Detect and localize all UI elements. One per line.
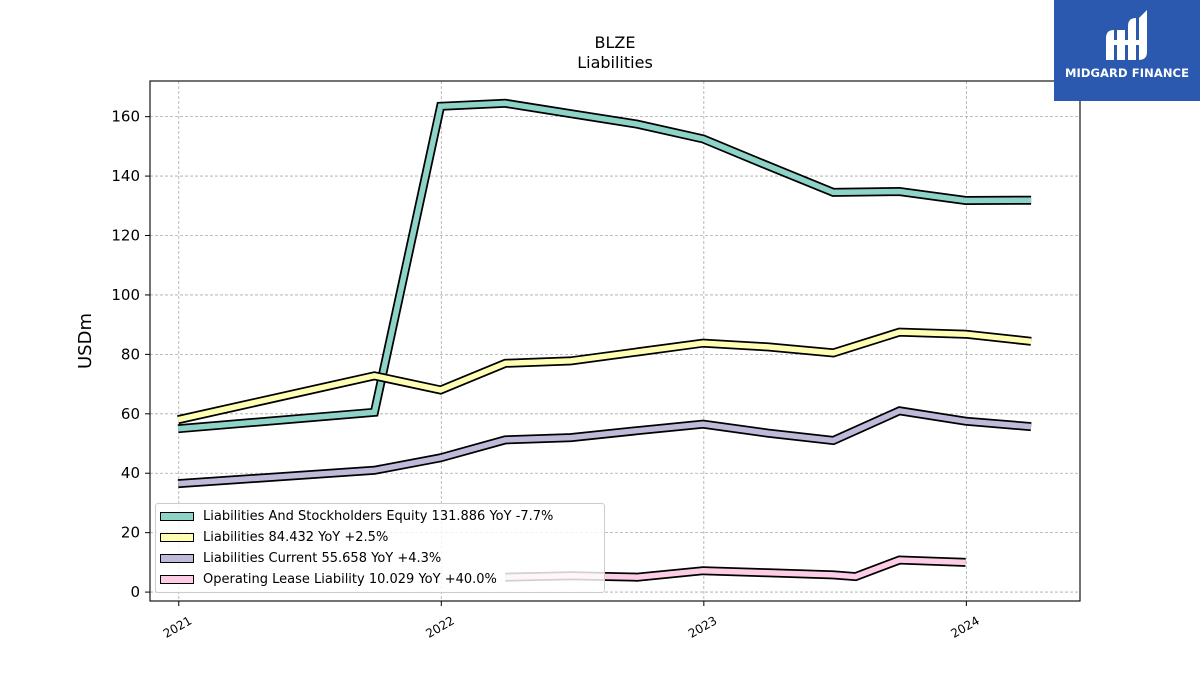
legend-label: Operating Lease Liability 10.029 YoY +40…	[203, 572, 497, 587]
legend-swatch	[160, 554, 194, 563]
brand-name: MIDGARD FINANCE	[1064, 66, 1190, 80]
brand-logo: MIDGARD FINANCE	[1054, 0, 1200, 101]
series-outline	[177, 327, 1032, 425]
x-tick-label: 2023	[686, 613, 719, 640]
legend-swatch	[160, 512, 194, 521]
legend-item-liabilities-current: Liabilities Current 55.658 YoY +4.3%	[156, 549, 604, 569]
chart-title: BLZE	[595, 33, 636, 52]
series-outline	[177, 98, 1032, 434]
y-tick-label: 0	[130, 583, 140, 601]
y-tick-label: 40	[121, 464, 140, 482]
legend-label: Liabilities Current 55.658 YoY +4.3%	[203, 551, 442, 566]
legend-swatch	[160, 533, 194, 542]
x-tick-label: 2022	[423, 613, 456, 640]
legend-label: Liabilities And Stockholders Equity 131.…	[203, 509, 554, 524]
y-tick-label: 100	[111, 286, 140, 304]
series-stroke	[177, 329, 1032, 423]
legend-item-liabilities: Liabilities 84.432 YoY +2.5%	[156, 528, 604, 548]
series-stroke	[177, 407, 1032, 487]
legend-swatch	[160, 575, 194, 584]
series-lines	[177, 98, 1032, 582]
x-tick-label: 2021	[161, 613, 194, 640]
legend-label: Liabilities 84.432 YoY +2.5%	[203, 530, 389, 545]
legend-item-operating-lease-liability: Operating Lease Liability 10.029 YoY +40…	[156, 570, 604, 590]
brand-mark-icon	[1106, 10, 1147, 60]
y-tick-label: 140	[111, 167, 140, 185]
series-line-2	[177, 406, 1032, 489]
y-tick-label: 80	[121, 345, 140, 363]
series-line-0	[177, 98, 1032, 434]
x-tick-label: 2024	[948, 613, 981, 640]
y-tick-label: 160	[111, 108, 140, 126]
y-tick-label: 60	[121, 405, 140, 423]
chart-legend: Liabilities And Stockholders Equity 131.…	[155, 503, 605, 593]
y-axis-label: USDm	[75, 313, 96, 369]
series-stroke	[177, 100, 1032, 432]
legend-item-liabilities-and-stockholders-equity: Liabilities And Stockholders Equity 131.…	[156, 507, 604, 527]
y-tick-label: 20	[121, 524, 140, 542]
y-tick-label: 120	[111, 227, 140, 245]
chart-subtitle: Liabilities	[577, 53, 653, 72]
series-line-1	[177, 327, 1032, 425]
plot-frame	[149, 80, 1081, 602]
